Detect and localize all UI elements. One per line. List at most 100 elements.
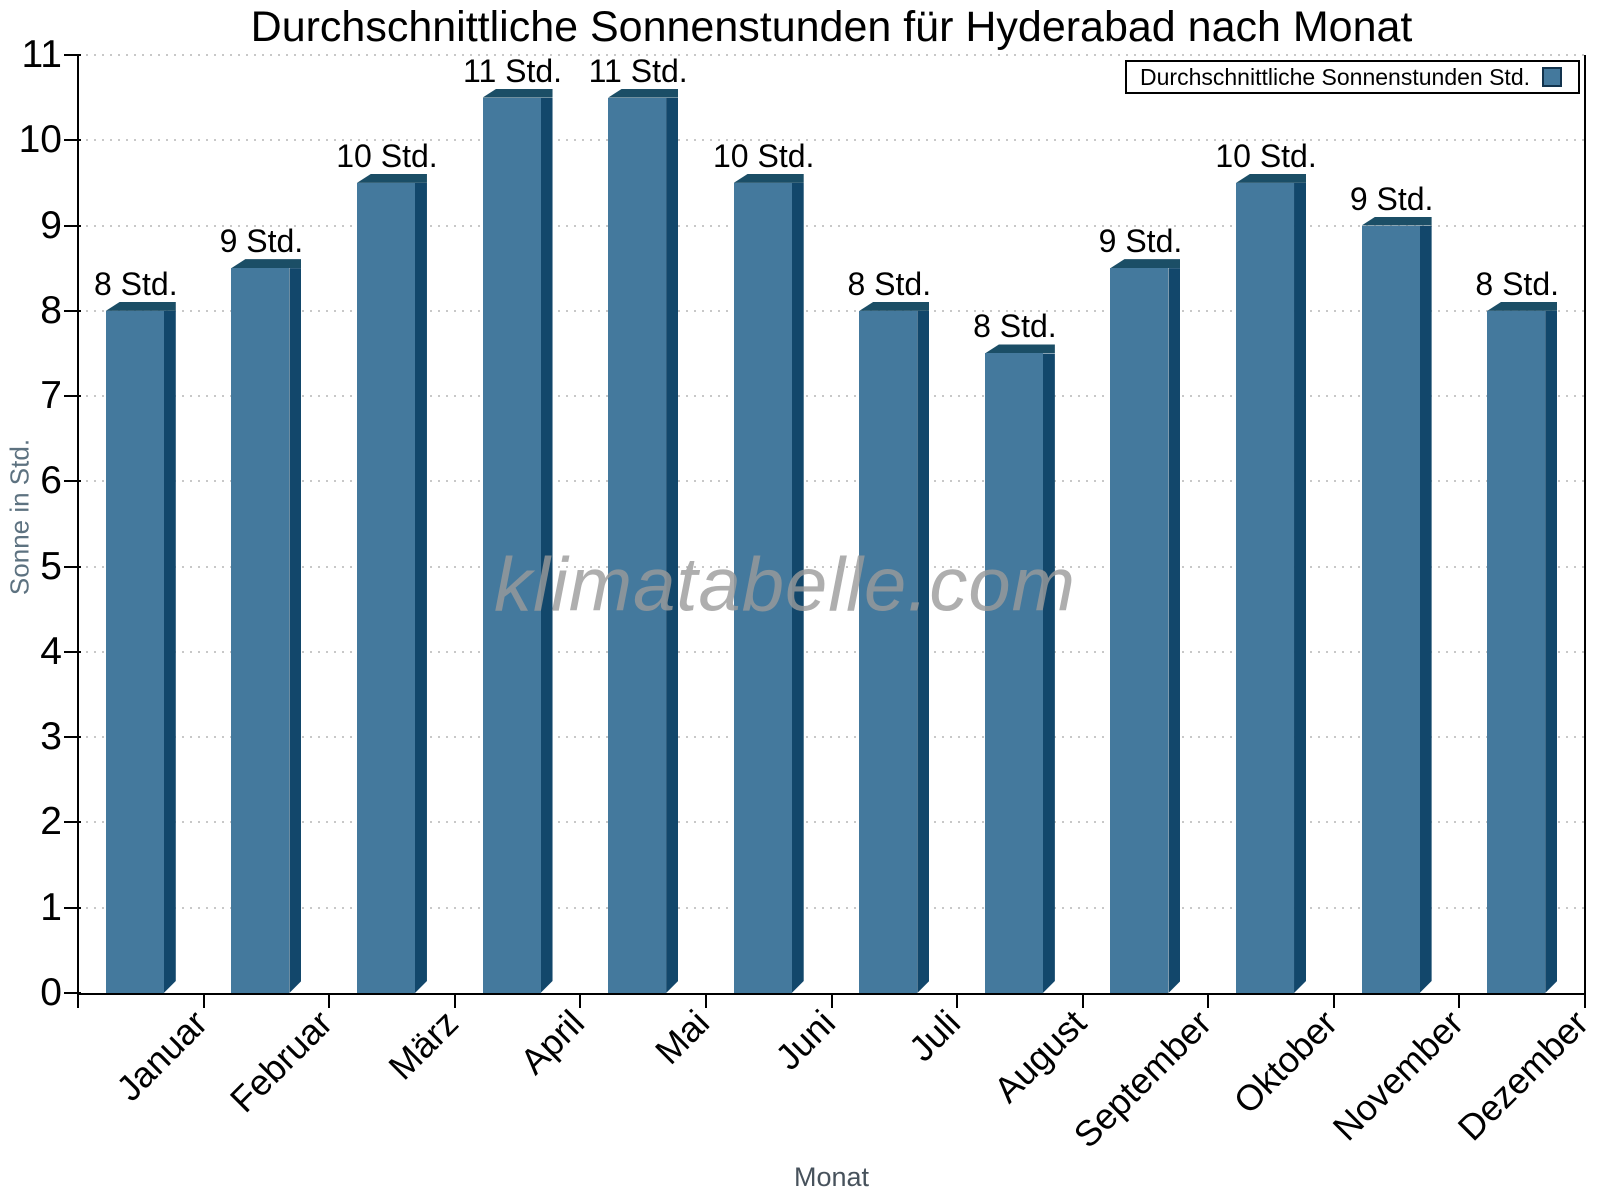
y-tick-label-5: 5: [40, 544, 62, 588]
gridline-y-3: [78, 736, 1585, 739]
x-tick-label-november: November: [1324, 1002, 1471, 1149]
x-tick-1: [202, 994, 205, 1008]
y-tick-label-4: 4: [40, 629, 62, 673]
y-tick-1: [64, 906, 81, 909]
y-tick-5: [64, 565, 81, 568]
y-tick-label-2: 2: [40, 800, 62, 844]
bar-side-august: [1043, 353, 1055, 993]
bar-top-oktober: [1236, 173, 1307, 183]
bar-side-juni: [792, 183, 804, 993]
x-tick-label-juli: Juli: [901, 1002, 969, 1070]
x-tick-9: [1207, 994, 1210, 1008]
bar-top-marz: [356, 173, 427, 183]
y-tick-8: [64, 309, 81, 312]
gridline-y-10: [78, 139, 1585, 142]
y-tick-label-10: 10: [18, 118, 62, 162]
bar-top-februar: [231, 259, 302, 269]
x-tick-label-oktober: Oktober: [1225, 1002, 1346, 1122]
legend-label: Durchschnittliche Sonnenstunden Std.: [1140, 63, 1530, 90]
x-tick-label-dezember: Dezember: [1449, 1002, 1597, 1149]
bar-top-juni: [733, 173, 804, 183]
y-tick-6: [64, 480, 81, 483]
bar-value-label-oktober: 10 Std.: [1215, 137, 1317, 174]
bar-top-mai: [608, 88, 679, 98]
x-tick-12: [1584, 994, 1586, 1008]
y-tick-label-6: 6: [40, 459, 62, 503]
bar-marz: [356, 182, 415, 993]
bar-side-dezember: [1545, 311, 1557, 993]
x-tick-label-juni: Juni: [767, 1002, 843, 1078]
y-tick-label-9: 9: [40, 203, 62, 247]
y-tick-11: [64, 54, 81, 56]
y-tick-label-1: 1: [40, 885, 62, 929]
gridline-y-7: [78, 395, 1585, 398]
x-tick-8: [1081, 994, 1084, 1008]
x-axis-line: [77, 993, 1586, 995]
x-tick-label-marz: März: [380, 1002, 466, 1088]
bar-side-april: [541, 98, 553, 993]
bar-value-label-juni: 10 Std.: [713, 137, 815, 174]
bar-side-oktober: [1294, 183, 1306, 993]
bar-value-label-januar: 8 Std.: [93, 265, 178, 302]
bar-value-label-juli: 8 Std.: [847, 265, 932, 302]
y-tick-2: [64, 821, 81, 824]
bar-value-label-marz: 10 Std.: [336, 137, 438, 174]
chart-title: Durchschnittliche Sonnenstunden für Hyde…: [250, 3, 1413, 51]
x-tick-label-august: August: [985, 1002, 1094, 1111]
bar-side-februar: [289, 268, 301, 993]
y-tick-label-7: 7: [40, 374, 62, 418]
bar-side-marz: [415, 183, 427, 993]
bar-august: [984, 353, 1043, 993]
gridline-y-11: [78, 54, 1585, 56]
y-tick-10: [64, 139, 81, 142]
x-tick-label-april: April: [511, 1002, 592, 1082]
legend-swatch-icon: [1542, 67, 1562, 87]
bar-value-label-mai: 11 Std.: [588, 52, 688, 89]
watermark: klimatabelle.com: [494, 542, 1076, 628]
y-tick-label-3: 3: [40, 715, 62, 759]
bar-top-april: [482, 88, 553, 98]
bar-mai: [608, 97, 667, 993]
x-tick-label-mai: Mai: [647, 1002, 718, 1073]
bar-side-juli: [917, 311, 929, 993]
x-tick-7: [956, 994, 959, 1008]
y-tick-7: [64, 395, 81, 398]
y-axis-title: Sonne in Std.: [4, 438, 35, 596]
bar-juli: [859, 310, 918, 993]
gridline-y-2: [78, 821, 1585, 824]
y-tick-label-8: 8: [40, 288, 62, 332]
x-tick-3: [453, 994, 456, 1008]
y-tick-4: [64, 650, 81, 653]
bar-value-label-april: 11 Std.: [463, 52, 563, 89]
gridline-y-8: [78, 309, 1585, 312]
bar-april: [482, 97, 541, 993]
bar-side-september: [1168, 268, 1180, 993]
bar-top-dezember: [1487, 301, 1558, 311]
bar-september: [1110, 268, 1169, 993]
x-tick-11: [1458, 994, 1461, 1008]
bar-value-label-november: 9 Std.: [1349, 180, 1434, 217]
bar-top-august: [984, 344, 1055, 354]
bar-top-juli: [859, 301, 930, 311]
bar-side-januar: [164, 311, 176, 993]
x-tick-4: [579, 994, 582, 1008]
gridline-y-5: [78, 565, 1585, 568]
bar-value-label-februar: 9 Std.: [219, 223, 304, 260]
bar-value-label-september: 9 Std.: [1098, 223, 1183, 260]
y-axis-line: [77, 55, 79, 995]
bar-juni: [733, 182, 792, 993]
y-tick-0: [64, 992, 81, 994]
x-tick-5: [704, 994, 707, 1008]
y-tick-label-0: 0: [40, 971, 62, 1014]
x-tick-label-januar: Januar: [107, 1002, 215, 1109]
legend-box: Durchschnittliche Sonnenstunden Std.: [1125, 60, 1580, 94]
bar-februar: [231, 268, 290, 993]
right-border-line: [1584, 55, 1586, 995]
bar-side-november: [1420, 226, 1432, 993]
gridline-y-4: [78, 650, 1585, 653]
bar-dezember: [1487, 310, 1546, 993]
bar-value-label-dezember: 8 Std.: [1475, 265, 1559, 302]
y-tick-label-11: 11: [21, 33, 63, 76]
x-tick-10: [1332, 994, 1335, 1008]
